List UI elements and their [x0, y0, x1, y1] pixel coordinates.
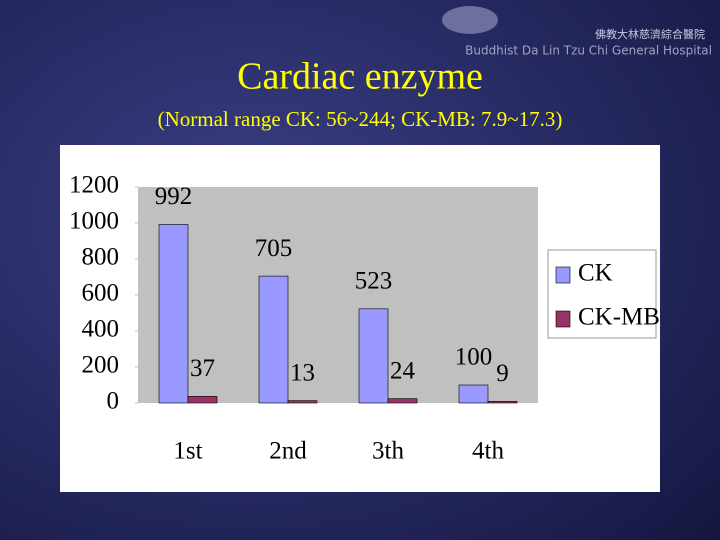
bar — [458, 384, 489, 404]
bar — [487, 401, 518, 404]
x-tick-label: 3th — [372, 438, 404, 465]
data-label: 9 — [496, 360, 509, 387]
y-tick-label: 400 — [82, 316, 120, 343]
data-label: 992 — [155, 183, 193, 210]
legend-label: CK — [578, 260, 613, 287]
org-english: Buddhist Da Lin Tzu Chi General Hospital — [465, 44, 712, 58]
logo — [442, 6, 498, 34]
data-label: 523 — [355, 268, 393, 295]
legend-label: CK-MB — [578, 304, 660, 331]
data-label: 13 — [290, 359, 315, 386]
legend-swatch — [555, 310, 571, 328]
y-tick-label: 600 — [82, 280, 120, 307]
y-tick-label: 1200 — [69, 172, 119, 199]
data-label: 37 — [190, 355, 215, 382]
x-tick-label: 4th — [472, 438, 504, 465]
x-tick-label: 1st — [173, 438, 202, 465]
data-label: 705 — [255, 235, 293, 262]
chart-subtitle: (Normal range CK: 56~244; CK-MB: 7.9~17.… — [158, 107, 563, 131]
data-label: 24 — [390, 357, 416, 384]
bar — [387, 398, 418, 404]
bar — [287, 400, 318, 404]
y-tick-label: 800 — [82, 244, 120, 271]
legend-swatch — [555, 266, 571, 284]
org-chinese: 佛教大林慈濟綜合醫院 — [595, 27, 705, 41]
y-tick-label: 1000 — [69, 208, 119, 235]
bar — [358, 308, 389, 404]
x-tick-label: 2nd — [269, 438, 307, 465]
bar — [187, 396, 218, 404]
data-label: 100 — [455, 344, 493, 371]
bar — [258, 275, 289, 404]
bar — [158, 224, 189, 404]
chart-title: Cardiac enzyme — [237, 56, 483, 98]
y-tick-label: 200 — [82, 352, 120, 379]
plot-area — [138, 187, 538, 403]
y-tick-label: 0 — [107, 388, 120, 415]
